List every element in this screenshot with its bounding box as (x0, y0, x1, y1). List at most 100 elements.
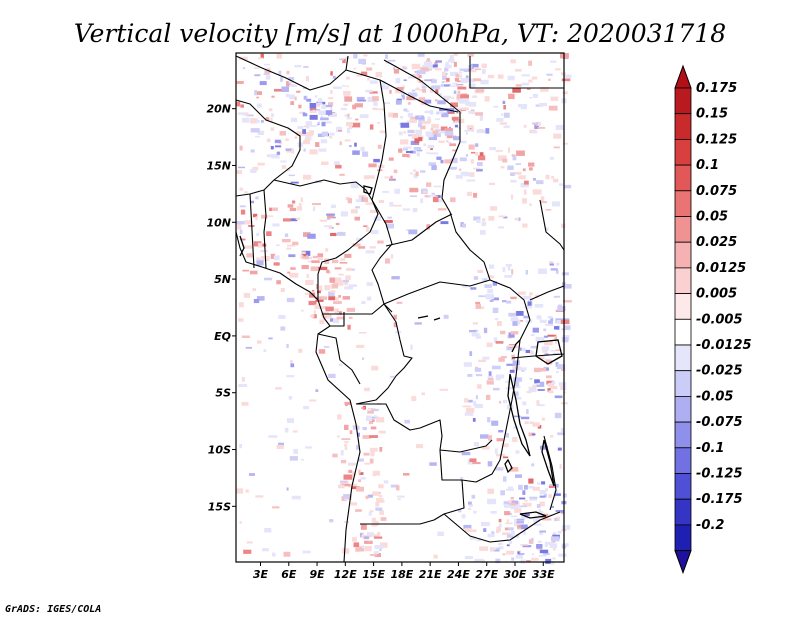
field-cell (239, 302, 244, 308)
field-cell (467, 54, 474, 57)
map-background (236, 53, 564, 562)
field-cell (520, 182, 529, 188)
field-cell (504, 504, 509, 508)
field-cell (355, 199, 365, 203)
field-cell (480, 79, 489, 85)
field-cell (245, 346, 253, 349)
field-cell (375, 470, 381, 476)
field-cell (374, 545, 384, 549)
field-cell (508, 332, 515, 338)
field-cell (330, 71, 333, 76)
field-cell (303, 140, 310, 145)
field-cell (433, 185, 442, 188)
field-cell (556, 371, 559, 374)
field-cell (524, 485, 528, 490)
field-cell (504, 275, 513, 278)
field-cell (283, 551, 291, 557)
field-cell (315, 142, 320, 147)
colorbar-label: -0.025 (696, 364, 743, 379)
field-cell (420, 125, 426, 130)
field-cell (246, 114, 254, 117)
field-cell (411, 133, 421, 139)
field-cell (385, 61, 390, 64)
field-cell (456, 93, 463, 100)
field-cell (341, 483, 351, 487)
field-cell (302, 550, 311, 554)
field-cell (390, 175, 393, 181)
field-cell (261, 214, 268, 219)
field-cell (310, 125, 317, 127)
field-cell (426, 182, 432, 187)
field-cell (339, 262, 348, 264)
field-cell (539, 354, 545, 360)
field-cell (445, 63, 449, 69)
field-cell (337, 231, 346, 236)
field-cell (242, 67, 246, 70)
field-cell (543, 328, 547, 332)
field-cell (551, 175, 554, 179)
field-cell (437, 208, 447, 211)
field-cell (562, 300, 572, 303)
field-cell (334, 267, 342, 270)
field-cell (435, 60, 442, 63)
field-cell (395, 100, 402, 105)
field-cell (254, 67, 260, 69)
field-cell (424, 195, 431, 198)
lon-label: 21E (419, 568, 442, 581)
field-cell (349, 430, 353, 435)
field-cell (406, 96, 415, 101)
field-cell (491, 547, 497, 550)
field-cell (294, 65, 302, 68)
colorbar-swatch (674, 267, 692, 294)
field-cell (383, 480, 389, 484)
field-cell (498, 546, 504, 550)
field-cell (463, 68, 473, 72)
field-cell (485, 128, 490, 134)
field-cell (285, 93, 290, 98)
field-cell (513, 415, 521, 418)
field-cell (371, 62, 375, 65)
field-cell (518, 320, 524, 322)
field-cell (515, 84, 522, 87)
field-cell (297, 126, 304, 129)
field-cell (360, 71, 368, 76)
field-cell (531, 553, 534, 556)
field-cell (510, 502, 516, 506)
field-cell (469, 330, 477, 333)
field-cell (401, 90, 404, 95)
field-cell (442, 74, 447, 80)
field-cell (276, 244, 280, 247)
field-cell (376, 108, 386, 111)
field-cell (343, 90, 351, 96)
field-cell (420, 170, 426, 173)
field-cell (338, 484, 345, 489)
field-cell (426, 152, 431, 154)
field-cell (368, 163, 377, 168)
field-cell (464, 398, 469, 403)
field-cell (238, 384, 248, 387)
field-cell (335, 164, 342, 169)
field-cell (369, 209, 379, 213)
field-cell (427, 116, 431, 121)
field-cell (483, 528, 487, 532)
field-cell (295, 217, 301, 220)
colorbar-swatch (674, 447, 692, 474)
field-cell (475, 143, 479, 147)
field-cell (384, 102, 391, 104)
field-cell (545, 541, 553, 545)
field-cell (369, 246, 376, 249)
map-frame (235, 52, 565, 563)
field-cell (532, 178, 536, 181)
field-cell (342, 58, 346, 64)
field-cell (460, 171, 470, 176)
field-cell (352, 471, 356, 476)
field-cell (378, 495, 383, 498)
field-cell (419, 89, 423, 91)
field-cell (299, 111, 306, 114)
field-cell (555, 68, 561, 71)
field-cell (271, 207, 278, 211)
field-cell (271, 154, 280, 159)
field-cell (324, 285, 330, 291)
field-cell (349, 145, 352, 148)
field-cell (311, 290, 315, 292)
